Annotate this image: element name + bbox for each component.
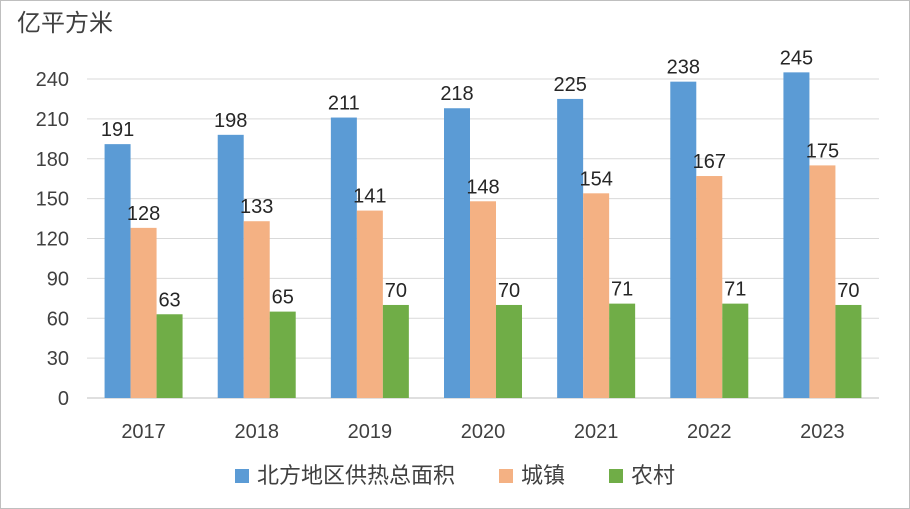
bar bbox=[783, 72, 810, 399]
legend-swatch bbox=[235, 469, 249, 483]
y-tick-label: 90 bbox=[47, 268, 69, 290]
x-tick-label: 2019 bbox=[348, 421, 393, 443]
bar bbox=[243, 221, 270, 398]
y-axis: 0 30 60 90 120 150 180 210 240 bbox=[36, 69, 69, 410]
bar bbox=[670, 81, 697, 399]
data-label: 154 bbox=[579, 168, 612, 190]
x-axis: 2017 2018 2019 2020 2021 2022 2023 bbox=[121, 421, 844, 443]
x-tick-label: 2020 bbox=[461, 421, 506, 443]
data-label: 245 bbox=[780, 47, 813, 69]
bar bbox=[470, 201, 496, 398]
y-tick-label: 0 bbox=[58, 388, 69, 410]
data-label: 175 bbox=[806, 140, 839, 162]
bar bbox=[330, 117, 357, 398]
data-label: 65 bbox=[272, 287, 294, 309]
bar bbox=[809, 165, 836, 398]
bar bbox=[444, 108, 470, 398]
y-tick-label: 180 bbox=[36, 149, 69, 171]
legend-label: 北方地区供热总面积 bbox=[257, 463, 455, 488]
data-label: 71 bbox=[611, 279, 633, 301]
data-label: 167 bbox=[693, 151, 726, 173]
bar bbox=[722, 303, 749, 398]
data-label: 198 bbox=[214, 110, 247, 132]
y-unit-label: 亿平方米 bbox=[17, 10, 113, 37]
y-tick-label: 210 bbox=[36, 109, 69, 131]
bar bbox=[217, 134, 244, 398]
y-tick-label: 120 bbox=[36, 229, 69, 251]
x-tick-label: 2018 bbox=[234, 421, 279, 443]
data-label: 211 bbox=[328, 93, 360, 115]
bar bbox=[557, 98, 584, 398]
data-label: 63 bbox=[158, 289, 180, 311]
data-label: 133 bbox=[240, 196, 273, 218]
data-label: 70 bbox=[837, 280, 859, 302]
legend-label: 城镇 bbox=[521, 463, 565, 488]
data-label: 141 bbox=[353, 186, 386, 208]
bar bbox=[356, 210, 383, 398]
legend: 北方地区供热总面积 城镇 农村 bbox=[235, 463, 675, 488]
data-label: 238 bbox=[667, 57, 700, 79]
bars bbox=[104, 72, 862, 399]
bar bbox=[496, 304, 522, 398]
bar bbox=[835, 304, 862, 398]
y-tick-label: 60 bbox=[47, 308, 69, 330]
data-label: 70 bbox=[385, 280, 407, 302]
legend-swatch bbox=[609, 469, 623, 483]
bar bbox=[104, 144, 131, 398]
data-label: 191 bbox=[101, 119, 134, 141]
bar bbox=[156, 314, 183, 398]
x-tick-label: 2021 bbox=[574, 421, 619, 443]
y-tick-label: 240 bbox=[36, 69, 69, 91]
x-tick-label: 2023 bbox=[800, 421, 845, 443]
bar bbox=[583, 193, 610, 398]
data-label: 148 bbox=[466, 176, 499, 198]
data-label: 70 bbox=[498, 280, 520, 302]
data-label: 71 bbox=[724, 279, 746, 301]
bar bbox=[696, 176, 723, 398]
bar bbox=[382, 304, 409, 398]
x-tick-label: 2017 bbox=[121, 421, 166, 443]
y-tick-label: 30 bbox=[47, 348, 69, 370]
legend-label: 农村 bbox=[631, 463, 675, 488]
legend-swatch bbox=[499, 469, 513, 483]
data-label: 128 bbox=[127, 203, 160, 225]
bar bbox=[130, 227, 157, 398]
data-label: 225 bbox=[553, 74, 586, 96]
y-tick-label: 150 bbox=[36, 189, 69, 211]
bar bbox=[269, 311, 296, 398]
bar bbox=[609, 303, 636, 398]
data-labels: 191 128 63 198 133 65 211 141 70 218 148 70 225 154 71… bbox=[101, 47, 860, 311]
data-label: 218 bbox=[440, 83, 473, 105]
x-tick-label: 2022 bbox=[687, 421, 732, 443]
